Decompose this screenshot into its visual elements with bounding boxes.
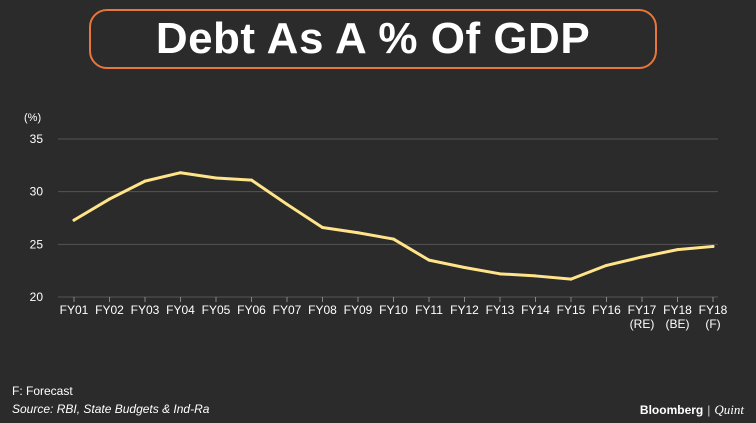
data-point [108, 197, 111, 201]
data-point [640, 255, 644, 259]
data-point [676, 248, 679, 252]
x-tick-label: FY05 [202, 303, 231, 317]
data-point [143, 179, 147, 183]
data-point [463, 266, 466, 270]
data-point [285, 202, 289, 206]
x-tick-label: FY10 [379, 303, 408, 317]
brand-separator: | [707, 403, 711, 417]
data-point [321, 225, 324, 229]
data-point [427, 258, 431, 262]
data-point [179, 171, 182, 175]
x-tick-label: FY12 [450, 303, 479, 317]
forecast-note: F: Forecast [12, 384, 73, 398]
data-point [711, 244, 715, 248]
brand-secondary: Quint [714, 402, 744, 417]
x-tick-label: FY03 [131, 303, 160, 317]
x-tick-label: FY02 [95, 303, 124, 317]
x-tick-label: FY11 [415, 303, 443, 317]
data-point [605, 263, 608, 267]
x-tick-label: FY15 [557, 303, 586, 317]
brand-primary: Bloomberg [639, 403, 704, 417]
x-tick-label: FY04 [166, 303, 195, 317]
y-tick-label: 20 [30, 290, 44, 304]
x-tick-label: FY18 [663, 303, 692, 317]
x-tick-label: FY08 [308, 303, 337, 317]
x-tick-label: FY17 [628, 303, 657, 317]
chart-title: Debt As A % Of GDP [155, 14, 591, 63]
x-tick-label: FY13 [486, 303, 515, 317]
x-tick-label: FY06 [237, 303, 266, 317]
data-point [498, 272, 502, 276]
x-tick-label: FY07 [273, 303, 302, 317]
x-tick-label: FY01 [60, 303, 89, 317]
series-line [72, 171, 715, 281]
y-tick-label: 25 [30, 237, 44, 251]
brand-logo: Bloomberg | Quint [640, 402, 744, 418]
x-tick-label: FY18 [699, 303, 728, 317]
data-point [72, 218, 76, 222]
x-tick-label: (BE) [666, 317, 690, 331]
x-tick-label: (RE) [630, 317, 655, 331]
gridlines [58, 138, 718, 298]
title-frame: Debt As A % Of GDP [89, 9, 657, 69]
data-point [356, 231, 360, 235]
y-tick-label: 35 [30, 132, 44, 146]
x-tick-label: (F) [705, 317, 720, 331]
x-tick-label: FY14 [521, 303, 550, 317]
data-point [569, 277, 573, 281]
data-point [534, 274, 537, 278]
y-tick-label: 30 [30, 185, 44, 199]
y-axis-label: (%) [24, 112, 41, 124]
axes: 20 25 30 35 (%) FY01 FY02 FY03 FY04 FY05 FY06 FY07 F… [24, 112, 728, 331]
data-point [214, 176, 218, 180]
source-note: Source: RBI, State Budgets & Ind-Ra [12, 402, 210, 416]
x-tick-label: FY16 [592, 303, 621, 317]
data-point [392, 237, 395, 241]
series [72, 171, 715, 281]
x-tick-label: FY09 [344, 303, 373, 317]
data-point [250, 178, 253, 182]
